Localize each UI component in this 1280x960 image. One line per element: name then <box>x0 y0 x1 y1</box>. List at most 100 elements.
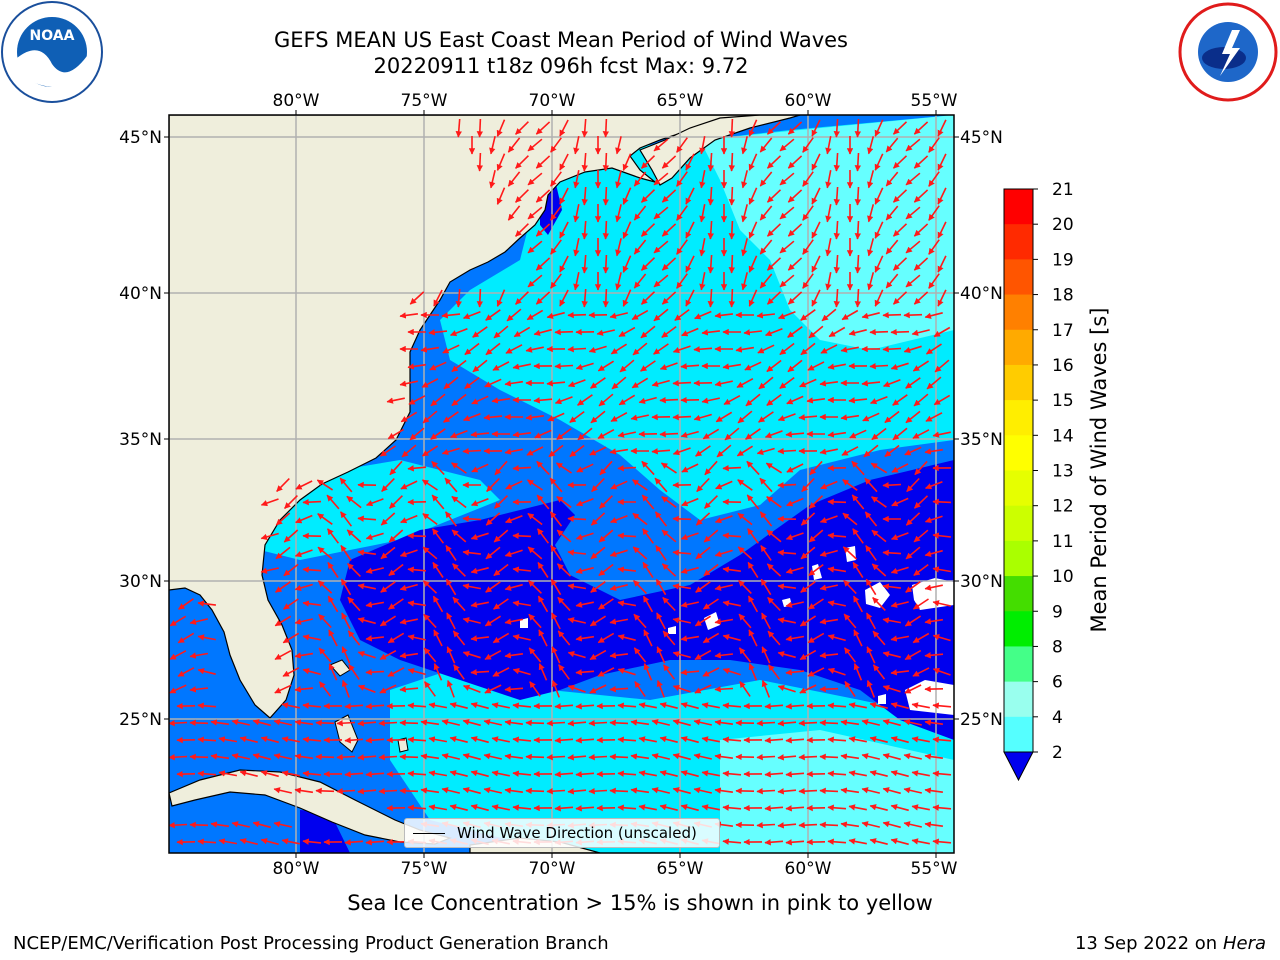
wave-direction-arrow <box>567 379 586 388</box>
wave-direction-arrow <box>548 444 564 458</box>
wave-direction-arrow <box>559 255 569 273</box>
wave-direction-arrow <box>681 327 699 337</box>
wave-direction-arrow <box>842 479 858 491</box>
wave-direction-arrow <box>761 646 771 664</box>
wave-direction-arrow <box>661 223 677 237</box>
colorbar-segment <box>1004 646 1033 683</box>
wave-direction-arrow <box>633 239 647 255</box>
wave-direction-arrow <box>885 273 899 289</box>
wave-direction-arrow <box>933 326 951 338</box>
wave-direction-arrow <box>653 138 669 152</box>
lat-tick-label: 40°N <box>119 284 162 304</box>
wave-direction-arrow <box>177 667 195 677</box>
wave-direction-arrow <box>617 431 636 438</box>
wave-direction-arrow <box>693 753 712 760</box>
footer-credit: NCEP/EMC/Verification Post Processing Pr… <box>13 933 609 954</box>
wave-direction-arrow <box>630 414 649 421</box>
wave-direction-arrow <box>462 583 482 590</box>
wave-direction-arrow <box>365 771 385 778</box>
wave-direction-arrow <box>632 342 648 356</box>
colorbar-tick-label: 19 <box>1052 250 1074 270</box>
wave-direction-arrow <box>575 635 595 642</box>
wave-direction-arrow <box>641 494 655 510</box>
lon-labels-top: 80°W 75°W 70°W 65°W 60°W 55°W <box>273 91 958 111</box>
wave-direction-arrow <box>659 702 678 709</box>
wave-direction-arrow <box>633 273 647 289</box>
wave-direction-arrow <box>759 477 773 493</box>
wave-direction-arrow <box>218 770 238 777</box>
wave-direction-arrow <box>618 394 636 406</box>
wave-direction-arrow <box>407 634 426 641</box>
wave-direction-arrow <box>504 549 523 558</box>
wave-direction-arrow <box>554 771 574 778</box>
wave-direction-arrow <box>787 326 803 338</box>
wave-direction-arrow <box>714 515 733 524</box>
wave-direction-arrow <box>869 838 888 845</box>
wave-direction-arrow <box>672 787 691 795</box>
wave-direction-arrow <box>344 703 364 710</box>
wave-direction-arrow <box>515 121 529 135</box>
wave-direction-arrow <box>892 121 908 135</box>
wave-direction-arrow <box>609 753 629 761</box>
wave-direction-arrow <box>728 288 736 308</box>
wave-direction-arrow <box>884 410 900 424</box>
wave-direction-arrow <box>848 702 867 709</box>
wave-direction-arrow <box>661 496 677 508</box>
wave-direction-arrow <box>622 255 632 273</box>
wave-direction-arrow <box>827 838 847 845</box>
wave-direction-arrow <box>462 719 481 727</box>
wave-direction-arrow <box>567 754 587 761</box>
wave-direction-arrow <box>840 414 860 421</box>
wave-direction-arrow <box>777 788 797 795</box>
wave-direction-arrow <box>399 753 419 761</box>
wave-direction-arrow <box>470 532 489 541</box>
wave-direction-arrow <box>924 584 943 591</box>
wave-direction-arrow <box>653 240 669 254</box>
wave-direction-arrow <box>590 410 606 424</box>
wave-direction-arrow <box>741 238 748 257</box>
wave-direction-arrow <box>556 529 572 543</box>
wave-direction-arrow <box>932 600 951 607</box>
wave-direction-arrow <box>178 598 194 610</box>
wave-direction-arrow <box>787 155 803 169</box>
wave-direction-arrow <box>451 359 467 373</box>
wave-direction-arrow <box>315 719 335 727</box>
wave-direction-arrow <box>318 647 332 663</box>
wave-direction-arrow <box>588 787 608 795</box>
wave-direction-arrow <box>357 617 376 625</box>
wave-direction-arrow <box>546 311 565 319</box>
wave-direction-arrow <box>766 257 782 271</box>
wave-direction-arrow <box>738 647 752 663</box>
wave-direction-arrow <box>470 431 490 438</box>
wave-direction-arrow <box>702 667 720 677</box>
wave-direction-arrow <box>656 680 665 698</box>
wave-direction-arrow <box>365 839 385 846</box>
wave-direction-arrow <box>798 719 818 727</box>
wave-direction-arrow <box>399 652 419 659</box>
wave-direction-arrow <box>785 669 805 676</box>
wave-direction-arrow <box>653 172 669 186</box>
wave-direction-arrow <box>527 206 543 220</box>
wave-direction-arrow <box>748 289 758 307</box>
wave-direction-arrow <box>869 702 888 709</box>
wave-direction-arrow <box>853 663 863 681</box>
wave-direction-arrow <box>505 480 523 490</box>
colorbar-tick-label: 11 <box>1052 532 1074 552</box>
wave-direction-arrow <box>295 480 313 490</box>
wave-direction-arrow <box>680 601 699 608</box>
wave-direction-arrow <box>760 545 772 561</box>
wave-direction-arrow <box>722 634 741 642</box>
wave-direction-arrow <box>407 770 427 777</box>
wave-direction-arrow <box>842 546 858 560</box>
wave-direction-arrow <box>609 584 628 591</box>
wave-direction-arrow <box>662 664 676 680</box>
wave-direction-arrow <box>210 753 230 760</box>
wave-direction-arrow <box>189 618 208 625</box>
wave-direction-arrow <box>598 393 614 407</box>
wave-direction-arrow <box>273 753 292 760</box>
wave-direction-arrow <box>676 273 688 289</box>
wave-direction-arrow <box>785 703 805 710</box>
wave-direction-arrow <box>756 753 776 761</box>
colorbar-tick-label: 21 <box>1052 180 1074 200</box>
wave-direction-arrow <box>567 617 586 624</box>
